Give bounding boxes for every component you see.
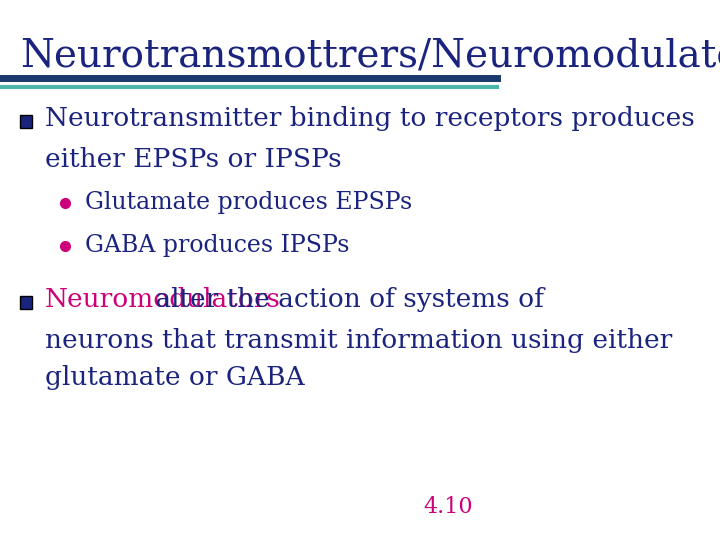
FancyBboxPatch shape	[20, 114, 32, 128]
Text: either EPSPs or IPSPs: either EPSPs or IPSPs	[45, 147, 341, 172]
Text: glutamate or GABA: glutamate or GABA	[45, 366, 305, 390]
Text: Glutamate produces EPSPs: Glutamate produces EPSPs	[84, 191, 412, 214]
FancyBboxPatch shape	[20, 296, 32, 309]
Text: neurons that transmit information using either: neurons that transmit information using …	[45, 328, 672, 353]
Text: Neuromodulators: Neuromodulators	[45, 287, 281, 312]
Text: Neurotransmottrers/Neuromodulators: Neurotransmottrers/Neuromodulators	[20, 38, 720, 75]
Text: GABA produces IPSPs: GABA produces IPSPs	[84, 234, 349, 257]
Text: Neurotransmitter binding to receptors produces: Neurotransmitter binding to receptors pr…	[45, 106, 695, 131]
Text: 4.10: 4.10	[423, 496, 472, 518]
Text: alter the action of systems of: alter the action of systems of	[147, 287, 544, 312]
